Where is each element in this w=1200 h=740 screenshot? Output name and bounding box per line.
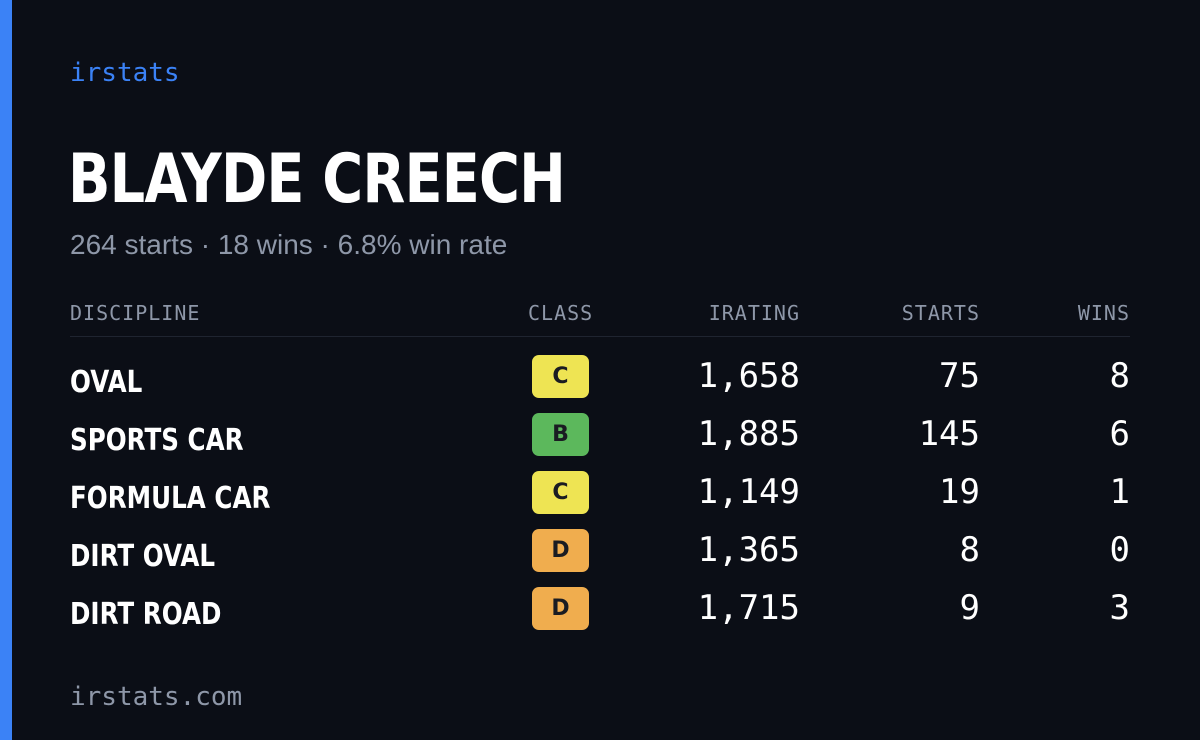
wins-value: 3 — [1109, 588, 1130, 628]
accent-bar — [0, 0, 12, 740]
discipline-name: DIRT ROAD — [70, 597, 222, 632]
class-badge: D — [532, 587, 589, 630]
irating-value: 1,715 — [697, 588, 800, 628]
wins-value: 6 — [1109, 414, 1130, 454]
starts-value: 9 — [959, 588, 980, 628]
wins-value: 0 — [1109, 530, 1130, 570]
table-body: OVAL C 1,658 75 8 SPORTS CAR B 1,885 145… — [70, 352, 1130, 642]
wins-value: 1 — [1109, 472, 1130, 512]
starts-value: 19 — [939, 472, 980, 512]
starts-value: 75 — [939, 356, 980, 396]
header-starts: STARTS — [901, 301, 980, 325]
class-badge: C — [532, 471, 589, 514]
table-row: OVAL C 1,658 75 8 — [70, 352, 1130, 410]
table-row: DIRT OVAL D 1,365 8 0 — [70, 526, 1130, 584]
player-name: BLAYDE CREECH — [68, 140, 566, 219]
header-discipline: DISCIPLINE — [70, 301, 201, 325]
brand-logo: irstats — [70, 58, 180, 88]
wins-value: 8 — [1109, 356, 1130, 396]
table-row: DIRT ROAD D 1,715 9 3 — [70, 584, 1130, 642]
starts-value: 8 — [959, 530, 980, 570]
table-row: SPORTS CAR B 1,885 145 6 — [70, 410, 1130, 468]
header-class: CLASS — [528, 301, 594, 325]
irating-value: 1,365 — [697, 530, 800, 570]
table-header: DISCIPLINE CLASS IRATING STARTS WINS — [70, 296, 1130, 337]
irating-value: 1,658 — [697, 356, 800, 396]
discipline-name: DIRT OVAL — [70, 539, 216, 574]
header-wins: WINS — [1077, 301, 1130, 325]
irating-value: 1,149 — [697, 472, 800, 512]
irating-value: 1,885 — [697, 414, 800, 454]
player-summary: 264 starts · 18 wins · 6.8% win rate — [70, 229, 508, 260]
footer-url: irstats.com — [70, 682, 243, 712]
header-irating: IRATING — [708, 301, 800, 325]
table-row: FORMULA CAR C 1,149 19 1 — [70, 468, 1130, 526]
starts-value: 145 — [918, 414, 980, 454]
discipline-table: DISCIPLINE CLASS IRATING STARTS WINS OVA… — [70, 296, 1130, 642]
discipline-name: SPORTS CAR — [70, 423, 244, 458]
class-badge: C — [532, 355, 589, 398]
discipline-name: FORMULA CAR — [70, 481, 271, 516]
class-badge: B — [532, 413, 589, 456]
discipline-name: OVAL — [70, 365, 143, 400]
class-badge: D — [532, 529, 589, 572]
